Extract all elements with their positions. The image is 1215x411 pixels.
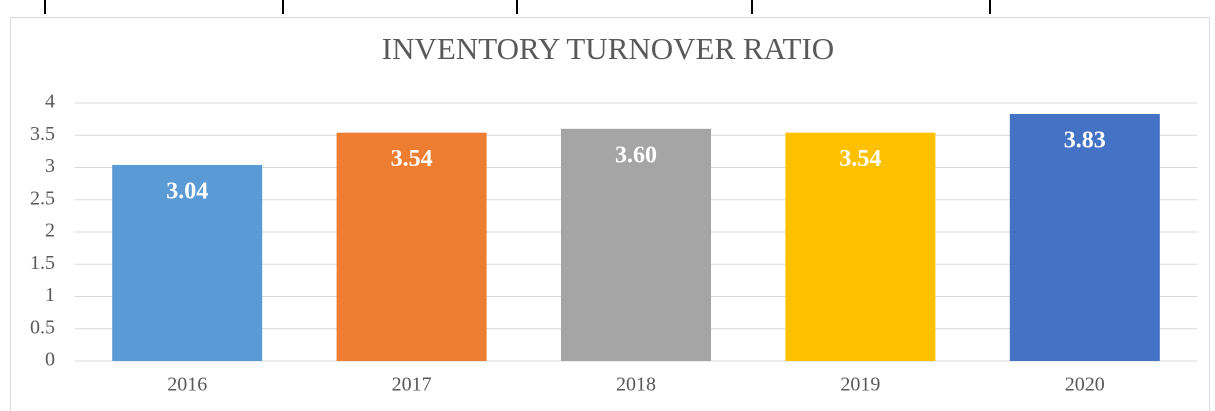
bar [336,132,487,361]
chart-title: INVENTORY TURNOVER RATIO [382,31,834,66]
chart-border [10,17,1210,411]
y-tick-label: 2 [45,220,55,242]
bar [1009,113,1160,361]
y-tick-label: 1.5 [30,252,55,274]
bar [785,132,936,361]
x-tick-label: 2018 [616,374,656,396]
y-tick-label: 4 [45,91,55,113]
y-tick-label: 0 [45,349,55,371]
y-tick-label: 2.5 [30,187,55,209]
data-label: 3.54 [839,146,881,172]
data-label: 3.04 [166,178,208,204]
x-tick-label: 2019 [840,374,880,396]
x-tick-label: 2017 [392,374,432,396]
y-tick-label: 1 [45,284,55,306]
data-label: 3.54 [391,146,433,172]
table-edge [44,0,991,14]
y-tick-label: 3 [45,155,55,177]
y-tick-label: 3.5 [30,123,55,145]
x-tick-label: 2020 [1065,374,1105,396]
x-tick-label: 2016 [167,374,207,396]
bar [561,128,711,361]
data-label: 3.83 [1064,127,1106,153]
y-tick-label: 0.5 [30,316,55,338]
bar [112,164,263,361]
data-label: 3.60 [615,142,657,168]
